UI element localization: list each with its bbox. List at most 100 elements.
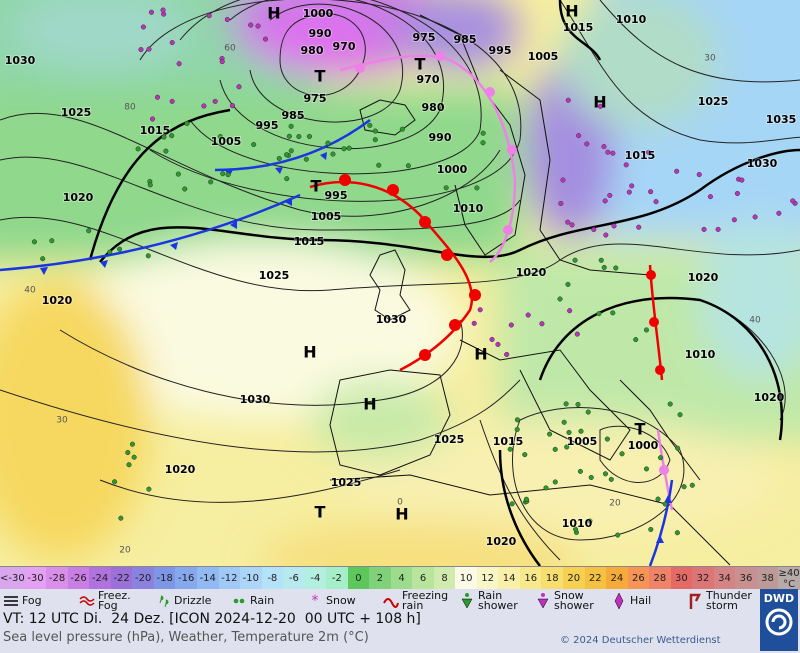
weather-dot [217, 134, 223, 140]
weather-dot [367, 122, 373, 128]
weather-dot [376, 162, 382, 168]
scale-cell: -24 [89, 567, 111, 590]
weather-legend-item: Thunder storm [684, 589, 760, 612]
scale-cell: 12 [476, 567, 499, 590]
weather-dot [236, 84, 242, 90]
weather-dot [31, 239, 37, 245]
pressure-label: 1015 [294, 235, 325, 248]
weather-dot [262, 36, 269, 42]
weather-dot [525, 312, 531, 318]
weather-dot [636, 224, 642, 230]
weather-dot [135, 146, 141, 152]
weather-dot [561, 419, 567, 425]
pressure-label: 1025 [698, 95, 729, 108]
weather-dot [610, 150, 616, 156]
weather-dot [790, 198, 796, 204]
weather-dot [508, 322, 514, 328]
weather-legend-item: Hail [608, 589, 684, 612]
weather-dot [169, 40, 175, 46]
pressure-label: 1000 [628, 439, 659, 452]
pressure-center: H [474, 345, 487, 364]
weather-dot [576, 133, 582, 139]
weather-legend-item: Rain shower [456, 589, 532, 612]
scale-cell: 8 [433, 567, 456, 590]
weather-dot [752, 214, 758, 220]
weather-dot [251, 141, 257, 148]
scale-cell: -16 [175, 567, 197, 590]
temperature-field [0, 0, 800, 566]
weather-dot [643, 466, 650, 472]
weather-dot [296, 133, 302, 140]
weather-dot [288, 123, 294, 129]
weather-dot [604, 436, 610, 442]
weather-dot [206, 13, 212, 19]
weather-icon [614, 591, 624, 610]
weather-dot [655, 496, 661, 502]
weather-legend-item: Freezing rain [380, 589, 456, 612]
pressure-center: H [593, 93, 606, 112]
pressure-label: 990 [429, 131, 452, 144]
weather-legend-label: Snow shower [554, 588, 594, 612]
weather-dot [572, 257, 578, 263]
scale-cell: 16 [519, 567, 542, 590]
pressure-label: 1025 [259, 269, 290, 282]
weather-dot [543, 485, 549, 491]
weather-dot [575, 401, 581, 408]
pressure-center: H [565, 2, 578, 21]
weather-icon [233, 598, 245, 603]
pressure-label: 1030 [240, 393, 271, 406]
weather-dot [574, 331, 580, 337]
weather-legend-label: Freezing rain [402, 588, 449, 612]
weather-legend-item: Freez. Fog [76, 589, 152, 612]
weather-dot [675, 445, 681, 451]
scale-cell: 18 [541, 567, 563, 590]
weather-dot [208, 179, 214, 185]
scale-cell: -22 [110, 567, 133, 590]
weather-icon: * [312, 593, 319, 609]
weather-dot [212, 98, 218, 104]
weather-dot [288, 148, 294, 154]
weather-legend-item: Drizzle [152, 589, 228, 612]
pressure-label: 1020 [63, 191, 94, 204]
temperature-label: 20 [609, 499, 621, 509]
weather-dot [480, 130, 486, 136]
pressure-center: H [267, 4, 280, 23]
pressure-label: 1005 [528, 50, 559, 63]
scale-cell: 0 [347, 567, 370, 590]
weather-dot [112, 479, 118, 485]
weather-dot [648, 526, 654, 532]
pressure-label: 995 [489, 44, 512, 57]
pressure-label: 1015 [625, 149, 656, 162]
pressure-label: 995 [325, 189, 348, 202]
logo-text: DWD [763, 592, 795, 605]
weather-dot [657, 455, 664, 461]
weather-legend: Fog Freez. Fog Drizzle Rain * Snow Freezing ra… [0, 589, 760, 612]
weather-dot [149, 116, 156, 122]
weather-dot [40, 256, 46, 262]
weather-dot [509, 501, 515, 507]
weather-dot [405, 163, 411, 169]
pressure-label: 990 [309, 27, 332, 40]
weather-dot [306, 133, 312, 140]
weather-dot [739, 177, 745, 183]
weather-dot [220, 171, 226, 177]
weather-dot [715, 226, 721, 232]
pressure-label: 980 [301, 44, 324, 57]
weather-dot [608, 476, 614, 482]
weather-dot [591, 226, 597, 233]
coastlines [329, 14, 731, 566]
weather-dot [86, 228, 92, 234]
pressure-label: 970 [333, 40, 356, 53]
temperature-label: 80 [124, 103, 136, 113]
weather-dot [643, 327, 650, 333]
weather-legend-label: Rain shower [478, 588, 518, 612]
weather-dot [577, 468, 583, 474]
temperature-scale: <-30 -30 -28 -26 -24 -22 -20 -18 -16 -14 -12 -10 -8-… [0, 566, 800, 590]
weather-dot [201, 103, 207, 109]
scale-cell: -14 [196, 567, 219, 590]
scale-cell: 24 [606, 567, 628, 590]
weather-dot [563, 401, 569, 407]
pressure-center: T [311, 177, 322, 196]
weather-dot [566, 429, 572, 435]
